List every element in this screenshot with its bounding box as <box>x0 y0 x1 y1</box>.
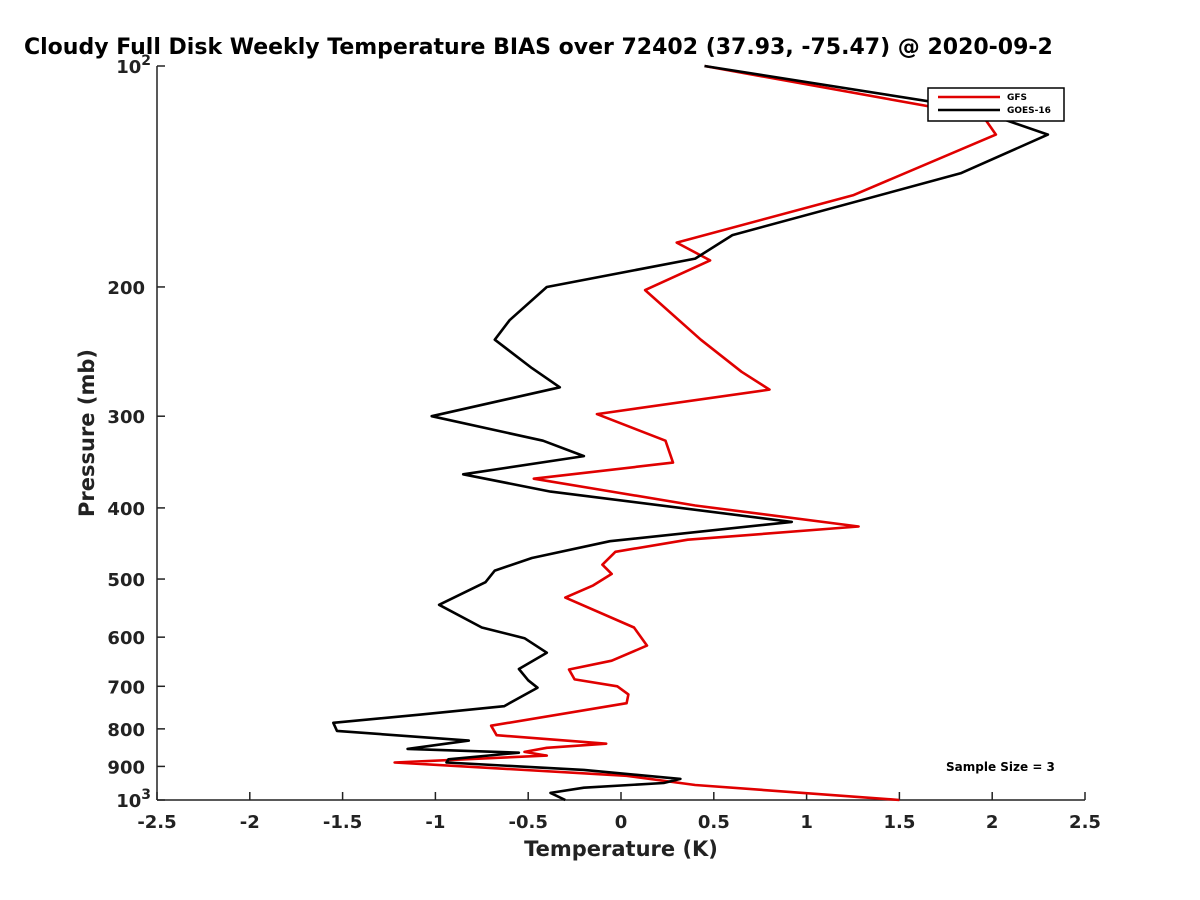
legend-box <box>927 87 1065 122</box>
x-tick-label: 2 <box>986 812 999 833</box>
y-tick-exponent: 3 <box>141 787 151 803</box>
y-tick-label: 400 <box>107 499 145 520</box>
legend-label-goes-16: GOES-16 <box>1007 106 1051 116</box>
y-tick-label: 800 <box>107 720 145 741</box>
y-tick-base: 10 <box>116 57 141 78</box>
x-tick-label: 0 <box>615 812 628 833</box>
legend-label-gfs: GFS <box>1007 93 1027 103</box>
x-tick-label: -2 <box>240 812 260 833</box>
y-tick-label: 600 <box>107 628 145 649</box>
x-tick-label: 1.5 <box>883 812 915 833</box>
y-axis-label: Pressure (mb) <box>75 349 99 517</box>
sample-size-annotation: Sample Size = 3 <box>946 760 1055 774</box>
chart-title: Cloudy Full Disk Weekly Temperature BIAS… <box>24 35 1053 60</box>
x-tick-label: 2.5 <box>1069 812 1101 833</box>
x-axis-label: Temperature (K) <box>524 837 718 861</box>
y-tick-base: 10 <box>116 791 141 812</box>
x-tick-label: -2.5 <box>137 812 176 833</box>
x-tick-label: -1 <box>425 812 445 833</box>
y-tick-label: 200 <box>107 278 145 299</box>
y-tick-label: 900 <box>107 757 145 778</box>
y-tick-label: 102 <box>116 53 151 78</box>
series-line-goes-16 <box>331 64 1050 802</box>
x-axis-ticks: -2.5 -2 -1.5 -1 -0.5 0 0.5 1 1.5 2 2.5 <box>137 792 1101 833</box>
y-tick-exponent: 2 <box>141 53 151 69</box>
x-tick-label: -0.5 <box>509 812 548 833</box>
legend: GFS GOES-16 <box>927 87 1065 122</box>
x-tick-label: -1.5 <box>323 812 362 833</box>
x-tick-label: 1 <box>800 812 813 833</box>
y-tick-label: 103 <box>116 787 151 812</box>
series-line-gfs <box>393 64 998 802</box>
y-tick-label: 500 <box>107 570 145 591</box>
x-tick-label: 0.5 <box>698 812 730 833</box>
y-tick-label: 300 <box>107 407 145 428</box>
y-tick-label: 700 <box>107 677 145 698</box>
series-lines <box>331 64 1050 802</box>
